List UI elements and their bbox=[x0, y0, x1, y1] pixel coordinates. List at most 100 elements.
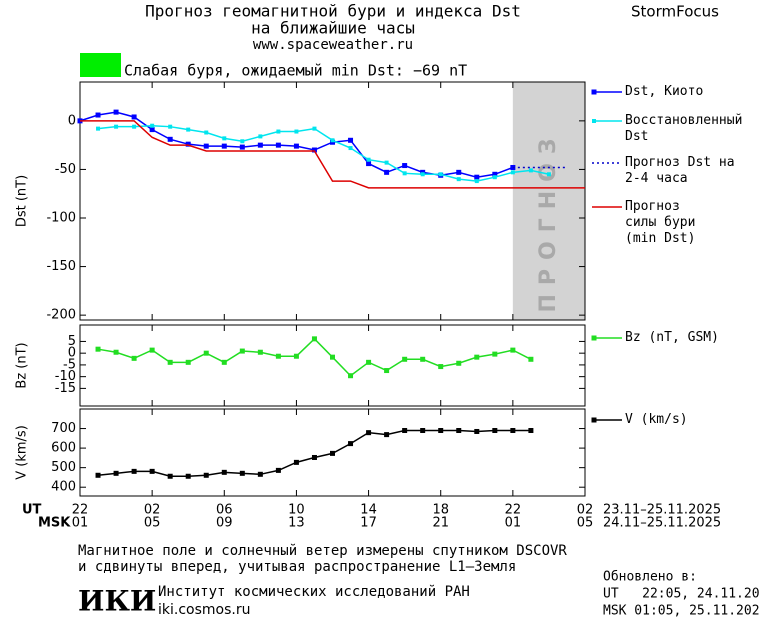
data-point bbox=[311, 147, 317, 153]
data-point bbox=[276, 129, 281, 134]
data-point bbox=[239, 348, 245, 354]
y-tick-label: 0 bbox=[68, 346, 76, 361]
data-point bbox=[95, 112, 101, 118]
data-point bbox=[167, 359, 173, 365]
data-point bbox=[257, 349, 263, 355]
y-tick-label: -5 bbox=[63, 357, 76, 372]
x-tick-label: 05 bbox=[144, 516, 161, 531]
data-point bbox=[438, 172, 443, 177]
data-point bbox=[221, 469, 227, 475]
data-point bbox=[528, 356, 534, 362]
forecast-region bbox=[512, 82, 585, 320]
plot-frame bbox=[79, 324, 586, 407]
url: www.spaceweather.ru bbox=[253, 37, 413, 53]
data-point bbox=[474, 428, 480, 434]
legend-label: V (km/s) bbox=[625, 412, 688, 427]
plot-frame bbox=[79, 408, 586, 497]
data-point bbox=[257, 471, 263, 477]
y-tick-label: 500 bbox=[51, 460, 76, 475]
data-point bbox=[203, 143, 209, 149]
data-point bbox=[203, 472, 209, 478]
y-axis-label: V (km/s) bbox=[15, 425, 30, 480]
x-tick-label: 09 bbox=[216, 516, 233, 531]
data-point bbox=[420, 356, 426, 362]
data-point bbox=[132, 124, 137, 129]
data-point bbox=[114, 124, 119, 129]
data-point bbox=[131, 468, 137, 474]
legend-label: Прогноз силы бури (min Dst) bbox=[625, 199, 696, 246]
data-point bbox=[293, 353, 299, 359]
data-point bbox=[384, 160, 389, 165]
data-point bbox=[366, 161, 372, 167]
data-point bbox=[186, 127, 191, 132]
data-point bbox=[384, 432, 390, 438]
data-point bbox=[275, 467, 281, 473]
x-tick-label: 18 bbox=[432, 503, 449, 518]
footer-note: Магнитное поле и солнечный ветер измерен… bbox=[78, 543, 567, 559]
data-point bbox=[168, 124, 173, 129]
y-axis-label: Dst (nT) bbox=[15, 175, 30, 227]
x-tick-label: 01 bbox=[505, 516, 522, 531]
data-point bbox=[95, 346, 101, 352]
data-point bbox=[293, 459, 299, 465]
data-point bbox=[492, 175, 497, 180]
y-tick-label: 600 bbox=[51, 441, 76, 456]
y-tick-label: 5 bbox=[68, 334, 76, 349]
date-range: 23.11–25.11.2025 bbox=[603, 503, 721, 518]
updated: UT 22:05, 24.11.2025 bbox=[603, 587, 760, 602]
data-point bbox=[492, 351, 498, 357]
data-point bbox=[402, 171, 407, 176]
data-point bbox=[402, 356, 408, 362]
data-point bbox=[438, 364, 444, 370]
data-point bbox=[311, 454, 317, 460]
data-point bbox=[167, 136, 173, 142]
data-point bbox=[149, 347, 155, 353]
data-point bbox=[348, 146, 353, 151]
y-tick-label: 400 bbox=[51, 480, 76, 495]
data-point bbox=[456, 360, 462, 366]
data-point bbox=[257, 142, 263, 148]
series-line bbox=[80, 120, 585, 189]
data-point bbox=[222, 136, 227, 141]
status-text: Слабая буря, ожидаемый min Dst: −69 nT bbox=[124, 62, 467, 80]
data-point bbox=[239, 144, 245, 150]
data-point bbox=[456, 428, 462, 434]
legend-label: Bz (nT, GSM) bbox=[625, 330, 719, 345]
data-point bbox=[510, 428, 516, 434]
data-point bbox=[113, 470, 119, 476]
x-row-label: UT bbox=[22, 503, 42, 518]
y-tick-label: -15 bbox=[55, 381, 76, 396]
subtitle: на ближайшие часы bbox=[251, 19, 415, 38]
footer-note: и сдвинуты вперед, учитывая распростране… bbox=[78, 559, 516, 575]
forecast-label: ПРОГНОЗ bbox=[536, 129, 561, 312]
data-point bbox=[185, 141, 191, 147]
plot-frame bbox=[79, 81, 586, 321]
x-row-label: MSK bbox=[38, 516, 71, 531]
date-range: 24.11–25.11.2025 bbox=[603, 516, 721, 531]
legend-label: Восстановленный Dst bbox=[625, 113, 743, 144]
data-point bbox=[348, 373, 354, 379]
data-point bbox=[221, 359, 227, 365]
series-line bbox=[97, 124, 550, 182]
x-tick-label: 10 bbox=[288, 503, 305, 518]
data-point bbox=[95, 472, 101, 478]
x-tick-label: 05 bbox=[577, 516, 594, 531]
x-tick-label: 01 bbox=[72, 516, 89, 531]
data-point bbox=[528, 168, 533, 173]
data-point bbox=[131, 355, 137, 361]
x-tick-label: 06 bbox=[216, 503, 233, 518]
y-tick-label: 700 bbox=[51, 421, 76, 436]
legend-marker bbox=[591, 335, 597, 341]
data-point bbox=[438, 428, 444, 434]
data-point bbox=[474, 354, 480, 360]
data-point bbox=[258, 134, 263, 139]
x-tick-label: 02 bbox=[144, 503, 161, 518]
data-point bbox=[366, 430, 372, 436]
data-point bbox=[204, 130, 209, 135]
data-point bbox=[275, 142, 281, 148]
data-point bbox=[330, 354, 335, 360]
data-point bbox=[402, 163, 408, 169]
data-point bbox=[113, 109, 119, 115]
data-point bbox=[240, 139, 245, 144]
